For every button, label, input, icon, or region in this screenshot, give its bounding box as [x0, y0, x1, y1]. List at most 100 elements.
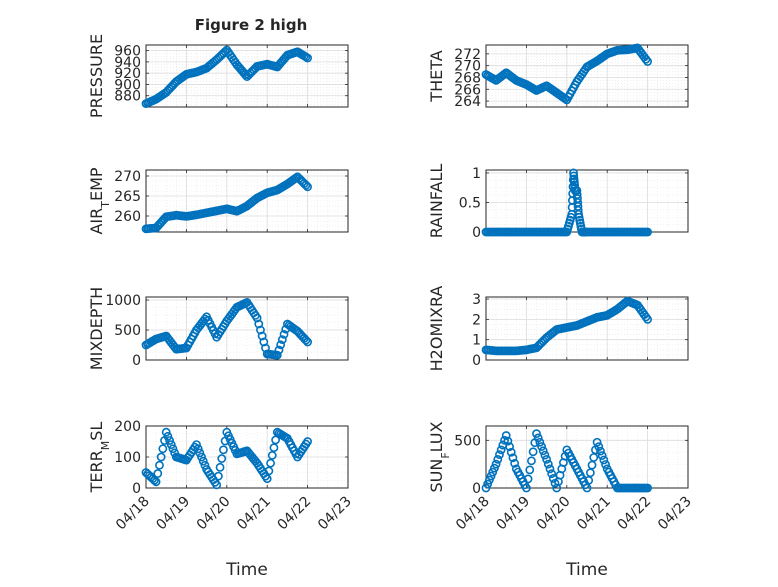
y-axis-label: THETA: [427, 50, 446, 102]
data-point: [508, 453, 518, 463]
y-tick-label: 2: [472, 312, 481, 328]
data-point: [643, 57, 652, 66]
data-point: [165, 436, 174, 445]
y-tick-label: 200: [114, 419, 141, 435]
data-point: [161, 427, 171, 437]
x-tick-label: 04/23: [315, 494, 355, 534]
x-tick-label: 04/21: [574, 494, 614, 534]
y-tick-label: 265: [114, 189, 141, 205]
data-point: [538, 446, 548, 456]
data-point: [596, 446, 605, 456]
data-point: [643, 227, 652, 237]
data-point: [601, 460, 610, 469]
data-point: [503, 436, 513, 446]
y-tick-label: 100: [114, 450, 141, 466]
data-point: [569, 168, 578, 178]
data-point: [592, 437, 602, 447]
y-tick-label: 0: [472, 225, 481, 241]
data-point: [547, 469, 557, 479]
data-point: [510, 458, 520, 468]
data-point: [166, 440, 176, 449]
data-point: [486, 471, 496, 481]
y-tick-label: 0: [132, 353, 141, 369]
data-point: [240, 70, 250, 79]
data-point: [215, 462, 225, 472]
axes-box: [145, 169, 349, 233]
data-point: [150, 475, 159, 485]
data-point: [522, 483, 531, 493]
data-point: [533, 433, 543, 443]
y-tick-label: 266: [454, 82, 481, 98]
data-point: [599, 455, 609, 465]
y-tick-label: 0: [472, 353, 481, 369]
y-tick-label: 1: [472, 166, 481, 182]
data-point: [193, 444, 203, 454]
data-point: [484, 475, 494, 485]
data-point: [274, 345, 284, 355]
y-tick-label: 0: [472, 481, 481, 497]
data-point: [527, 456, 536, 466]
data-point: [303, 182, 312, 192]
x-tick-label: 04/20: [194, 494, 234, 534]
x-tick-label: 04/19: [493, 494, 533, 534]
data-point: [523, 474, 533, 484]
data-point: [495, 450, 504, 460]
data-point: [303, 337, 312, 347]
data-point: [505, 442, 514, 452]
data-point: [192, 440, 201, 449]
data-point: [276, 340, 286, 350]
data-point: [259, 337, 269, 347]
y-tick-label: 0.5: [459, 195, 481, 211]
data-point: [496, 445, 506, 455]
x-axis-label: Time: [565, 560, 608, 580]
x-tick-label: 04/18: [113, 494, 153, 534]
data-point: [158, 444, 168, 454]
y-tick-label: 0: [132, 481, 141, 497]
y-tick-label: 500: [454, 433, 481, 449]
data-point: [542, 454, 551, 464]
y-axis-label: MIXDEPTH: [87, 287, 106, 370]
data-point: [254, 319, 264, 329]
data-point: [155, 460, 164, 470]
y-axis-label: RAINFALL: [427, 164, 446, 239]
x-axis-label: Time: [225, 560, 268, 580]
y-tick-label: 920: [114, 66, 141, 82]
data-point: [252, 313, 262, 323]
x-tick-label: 04/22: [615, 494, 655, 534]
data-point: [279, 329, 289, 339]
y-axis-label: PRESSURE: [87, 34, 106, 118]
data-point: [271, 435, 281, 445]
data-point: [197, 452, 206, 462]
x-tick-label: 04/19: [153, 494, 193, 534]
x-tick-label: 04/20: [534, 494, 574, 534]
data-point: [491, 459, 501, 469]
data-point: [198, 456, 208, 466]
data-point: [301, 335, 311, 345]
data-point: [643, 314, 652, 324]
axes-h2omixra: 0 1 2 3 H2OMIXRA: [427, 286, 689, 372]
data-point: [483, 479, 493, 489]
y-tick-label: 272: [454, 47, 481, 63]
data-point: [545, 464, 555, 474]
data-point: [256, 325, 265, 335]
data-point: [540, 450, 550, 460]
y-axis-label: H2OMIXRA: [427, 286, 446, 372]
x-tick-label: 04/18: [453, 494, 493, 534]
y-tick-label: 3: [472, 292, 481, 308]
axes-rainfall: 0 0.5 1 RAINFALL: [427, 164, 689, 241]
data-point: [272, 350, 282, 360]
axes-box: [145, 44, 349, 108]
data-point: [528, 447, 538, 457]
data-point: [212, 480, 222, 490]
x-tick-label: 04/22: [275, 494, 315, 534]
data-point: [597, 451, 607, 460]
data-point: [643, 483, 652, 493]
y-tick-label: 940: [114, 55, 141, 71]
y-axis-label: TERRMSL: [87, 422, 112, 494]
data-point: [195, 448, 205, 458]
